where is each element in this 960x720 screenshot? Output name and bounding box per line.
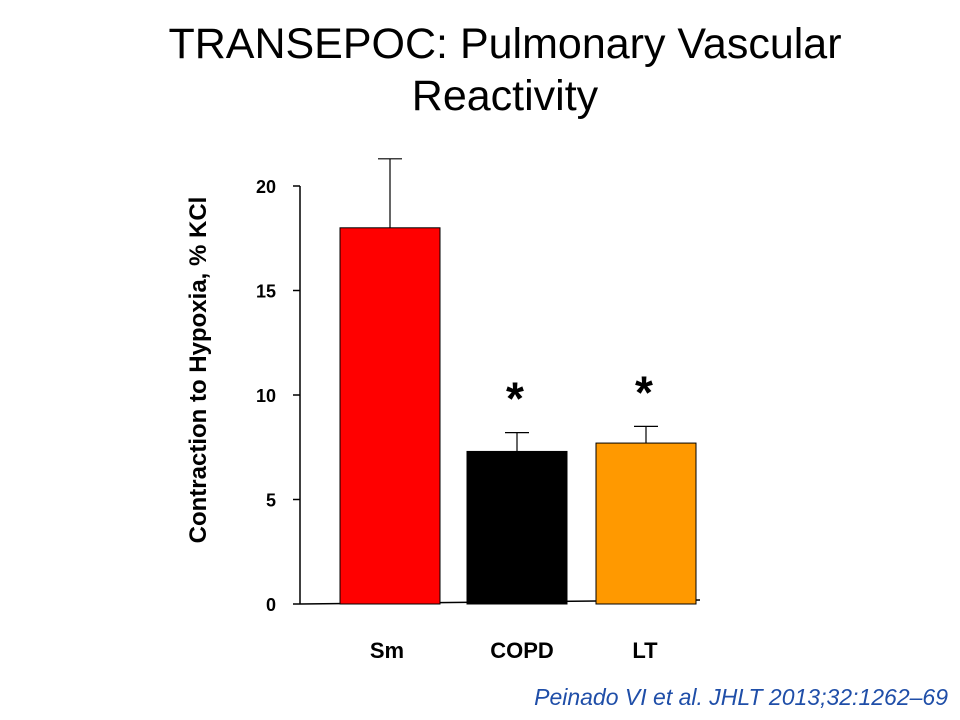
category-label: Sm [370,638,404,663]
chart-title: TRANSEPOC: Pulmonary Vascular Reactivity [168,20,842,120]
y-tick-label: 0 [266,595,276,615]
bar-lt [595,442,697,605]
significance-star: * [635,366,653,418]
category-label: COPD [490,638,554,663]
bar-sm [339,227,441,605]
y-axis-title: Contraction to Hypoxia, % KCl [185,197,212,544]
y-tick-label: 15 [256,282,276,302]
category-label: LT [632,638,658,663]
bar-copd [466,450,568,605]
citation: Peinado VI et al. JHLT 2013;32:1262–69 [534,684,948,710]
y-tick-label: 10 [256,386,276,406]
y-tick-label: 20 [256,177,276,197]
significance-star: * [506,373,524,425]
y-tick-label: 5 [266,491,276,511]
